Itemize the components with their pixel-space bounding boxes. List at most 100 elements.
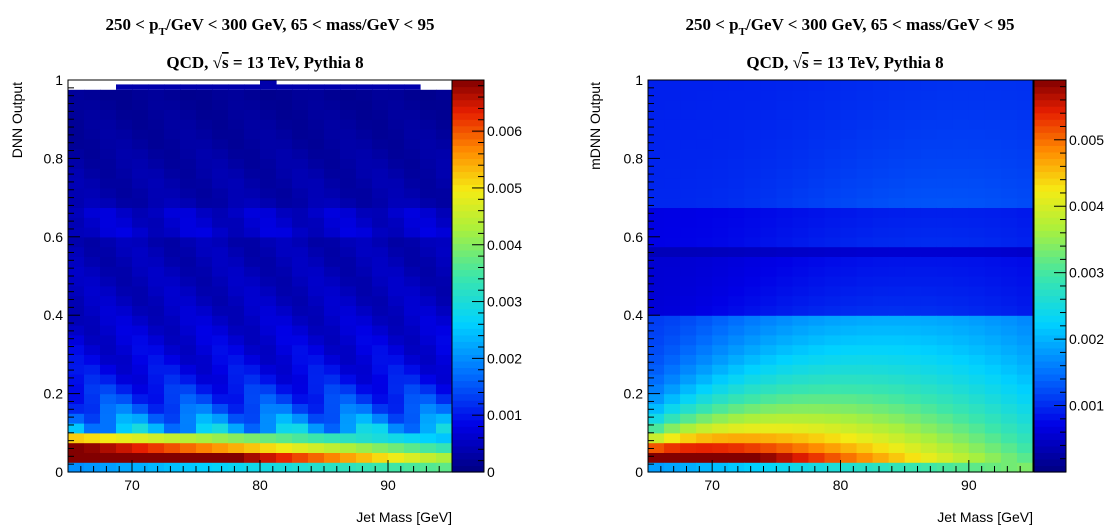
- heatmap-cell: [148, 158, 165, 169]
- heatmap-cell: [920, 246, 938, 257]
- heatmap-cell: [760, 305, 777, 316]
- heatmap-cell: [760, 227, 777, 238]
- heatmap-cell: [292, 374, 309, 385]
- heatmap-cell: [148, 413, 165, 424]
- heatmap-cell: [792, 374, 810, 385]
- heatmap-cell: [404, 442, 421, 453]
- heatmap-cell: [420, 393, 437, 404]
- colorbar-segment: [1034, 178, 1066, 186]
- heatmap-cell: [1016, 374, 1034, 385]
- colorbar-segment: [452, 289, 484, 297]
- heatmap-cell: [372, 178, 389, 189]
- heatmap-cell: [952, 138, 970, 150]
- heatmap-cell: [292, 158, 309, 169]
- heatmap-cell: [116, 84, 133, 90]
- heatmap-cell: [436, 217, 453, 228]
- heatmap-cell: [952, 129, 970, 140]
- heatmap-cell: [180, 236, 197, 248]
- heatmap-cell: [648, 344, 665, 355]
- heatmap-cell: [824, 227, 842, 238]
- heatmap-cell: [260, 109, 277, 120]
- heatmap-cell: [696, 442, 713, 453]
- heatmap-cell: [212, 442, 229, 453]
- heatmap-cell: [840, 354, 858, 365]
- heatmap-cell: [744, 89, 761, 101]
- heatmap-cell: [712, 354, 729, 365]
- heatmap-cell: [952, 148, 970, 159]
- colorbar-segment: [452, 282, 484, 290]
- heatmap-cell: [68, 217, 85, 228]
- heatmap-cell: [436, 158, 453, 169]
- heatmap-cell: [132, 187, 149, 199]
- heatmap-cell: [388, 84, 405, 90]
- heatmap-cell: [148, 236, 165, 248]
- heatmap-cell: [84, 393, 101, 404]
- heatmap-cell: [968, 276, 986, 287]
- heatmap-cell: [308, 344, 325, 355]
- heatmap-cell: [1000, 129, 1018, 140]
- heatmap-cell: [1000, 217, 1018, 228]
- heatmap-cell: [664, 354, 681, 365]
- heatmap-cell: [1016, 413, 1034, 424]
- heatmap-cell: [888, 80, 906, 91]
- heatmap-cell: [968, 334, 986, 346]
- heatmap-cell: [292, 207, 309, 218]
- heatmap-cell: [888, 452, 906, 463]
- heatmap-cell: [132, 207, 149, 218]
- heatmap-cell: [180, 442, 197, 453]
- heatmap-cell: [952, 403, 970, 414]
- heatmap-cell: [824, 236, 842, 248]
- heatmap-cell: [340, 129, 357, 140]
- heatmap-cell: [984, 99, 1002, 110]
- heatmap-cell: [664, 80, 681, 91]
- heatmap-cell: [244, 246, 261, 257]
- heatmap-cell: [696, 138, 713, 150]
- heatmap-cell: [228, 207, 245, 218]
- heatmap-cell: [436, 89, 453, 101]
- heatmap-cell: [116, 99, 133, 110]
- heatmap-cell: [744, 138, 761, 150]
- x-axis-label: Jet Mass [GeV]: [937, 509, 1033, 525]
- heatmap-cell: [276, 354, 293, 365]
- colorbar-segment: [452, 223, 484, 231]
- heatmap-cell: [808, 80, 826, 91]
- heatmap-cell: [260, 423, 277, 434]
- heatmap-cell: [872, 89, 890, 101]
- heatmap-cell: [292, 148, 309, 159]
- heatmap-cell: [244, 197, 261, 208]
- heatmap-cell: [712, 432, 729, 444]
- heatmap-cell: [436, 413, 453, 424]
- heatmap-cell: [680, 442, 697, 453]
- heatmap-cell: [308, 276, 325, 287]
- colorbar-segment: [452, 178, 484, 186]
- heatmap-cell: [856, 266, 874, 277]
- heatmap-cell: [680, 119, 697, 130]
- heatmap-cell: [436, 246, 453, 257]
- heatmap-cell: [808, 315, 826, 326]
- heatmap-cell: [920, 462, 938, 473]
- heatmap-cell: [180, 432, 197, 444]
- heatmap-cell: [920, 295, 938, 306]
- heatmap-cell: [164, 305, 181, 316]
- heatmap-cell: [712, 197, 729, 208]
- heatmap-cell: [648, 227, 665, 238]
- heatmap-cell: [984, 217, 1002, 228]
- heatmap-cell: [420, 295, 437, 306]
- heatmap-cell: [760, 99, 777, 110]
- heatmap-cell: [776, 236, 793, 248]
- colorbar-segment: [1034, 184, 1066, 192]
- heatmap-cell: [148, 266, 165, 277]
- heatmap-cell: [212, 354, 229, 365]
- heatmap-cell: [872, 325, 890, 336]
- heatmap-cell: [100, 197, 117, 208]
- heatmap-cell: [872, 442, 890, 453]
- heatmap-cell: [936, 109, 954, 120]
- heatmap-cell: [132, 168, 149, 179]
- heatmap-cell: [228, 84, 245, 90]
- heatmap-cell: [132, 109, 149, 120]
- heatmap-cell: [824, 197, 842, 208]
- heatmap-cell: [888, 413, 906, 424]
- heatmap-cell: [712, 452, 729, 463]
- heatmap-cell: [276, 256, 293, 267]
